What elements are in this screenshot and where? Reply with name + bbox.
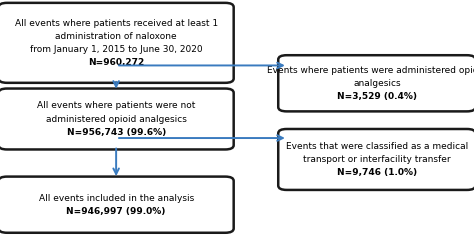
Text: analgesics: analgesics	[353, 79, 401, 88]
Text: N=960,272: N=960,272	[88, 58, 144, 67]
Text: Events where patients were administered opioid: Events where patients were administered …	[267, 66, 474, 75]
Text: from January 1, 2015 to June 30, 2020: from January 1, 2015 to June 30, 2020	[30, 45, 202, 54]
Text: All events included in the analysis: All events included in the analysis	[38, 194, 194, 203]
FancyBboxPatch shape	[278, 55, 474, 111]
Text: N=9,746 (1.0%): N=9,746 (1.0%)	[337, 168, 417, 177]
FancyBboxPatch shape	[0, 89, 234, 149]
FancyBboxPatch shape	[0, 3, 234, 83]
Text: administered opioid analgesics: administered opioid analgesics	[46, 114, 187, 124]
Text: All events where patients were not: All events where patients were not	[37, 101, 195, 110]
Text: Events that were classified as a medical: Events that were classified as a medical	[286, 142, 468, 151]
Text: N=3,529 (0.4%): N=3,529 (0.4%)	[337, 92, 417, 101]
Text: N=946,997 (99.0%): N=946,997 (99.0%)	[66, 207, 166, 216]
FancyBboxPatch shape	[0, 177, 234, 233]
Text: transport or interfacility transfer: transport or interfacility transfer	[303, 155, 451, 164]
FancyBboxPatch shape	[278, 129, 474, 190]
Text: administration of naloxone: administration of naloxone	[55, 32, 177, 41]
Text: N=956,743 (99.6%): N=956,743 (99.6%)	[66, 128, 166, 137]
Text: All events where patients received at least 1: All events where patients received at le…	[15, 19, 218, 28]
